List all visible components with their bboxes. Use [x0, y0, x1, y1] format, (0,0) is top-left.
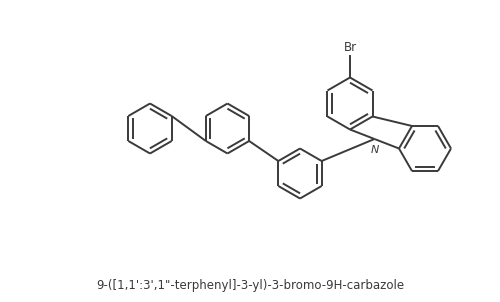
Text: Br: Br	[344, 41, 356, 54]
Text: N: N	[370, 145, 378, 155]
Text: 9-([1,1':3',1"-terphenyl]-3-yl)-3-bromo-9H-carbazole: 9-([1,1':3',1"-terphenyl]-3-yl)-3-bromo-…	[96, 279, 404, 293]
